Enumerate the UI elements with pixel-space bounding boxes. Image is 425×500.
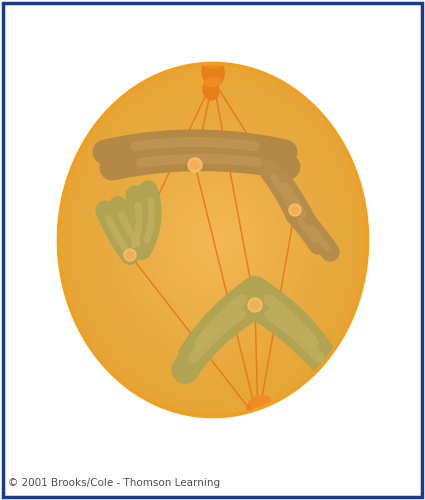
Circle shape: [124, 249, 136, 261]
Ellipse shape: [159, 178, 268, 302]
Circle shape: [291, 206, 299, 214]
Ellipse shape: [36, 41, 390, 439]
Ellipse shape: [42, 47, 384, 433]
Ellipse shape: [74, 83, 351, 397]
Ellipse shape: [137, 154, 289, 326]
Circle shape: [289, 204, 301, 216]
Circle shape: [126, 251, 134, 259]
Ellipse shape: [33, 38, 393, 442]
Circle shape: [248, 298, 262, 312]
Ellipse shape: [79, 88, 347, 392]
Ellipse shape: [175, 197, 251, 283]
Ellipse shape: [116, 130, 309, 349]
Ellipse shape: [167, 188, 259, 292]
Ellipse shape: [87, 98, 339, 383]
Ellipse shape: [154, 174, 272, 306]
Ellipse shape: [202, 58, 224, 86]
Ellipse shape: [133, 150, 293, 330]
Ellipse shape: [70, 78, 356, 402]
Ellipse shape: [146, 164, 280, 316]
Circle shape: [188, 158, 202, 172]
Circle shape: [250, 300, 260, 310]
Ellipse shape: [201, 226, 226, 254]
Ellipse shape: [249, 396, 271, 408]
Ellipse shape: [204, 56, 226, 68]
Ellipse shape: [209, 236, 217, 244]
Ellipse shape: [129, 145, 297, 335]
Ellipse shape: [45, 50, 381, 430]
Ellipse shape: [104, 116, 322, 364]
Ellipse shape: [196, 221, 230, 259]
Ellipse shape: [99, 112, 326, 368]
Ellipse shape: [171, 192, 255, 288]
Ellipse shape: [121, 136, 306, 344]
Ellipse shape: [247, 398, 269, 426]
Ellipse shape: [108, 121, 318, 359]
Ellipse shape: [39, 44, 387, 436]
Text: © 2001 Brooks/Cole - Thomson Learning: © 2001 Brooks/Cole - Thomson Learning: [8, 478, 220, 488]
Ellipse shape: [248, 420, 264, 440]
Ellipse shape: [250, 418, 266, 426]
Ellipse shape: [150, 169, 276, 311]
Ellipse shape: [112, 126, 314, 354]
Ellipse shape: [203, 80, 219, 100]
Ellipse shape: [49, 54, 377, 425]
Circle shape: [190, 160, 200, 170]
Ellipse shape: [62, 69, 364, 411]
Ellipse shape: [205, 78, 221, 86]
Ellipse shape: [66, 74, 360, 406]
Ellipse shape: [163, 183, 264, 297]
Ellipse shape: [30, 35, 396, 445]
Ellipse shape: [192, 216, 234, 264]
Ellipse shape: [142, 159, 284, 321]
Ellipse shape: [188, 212, 238, 268]
Ellipse shape: [125, 140, 301, 340]
Ellipse shape: [204, 230, 221, 250]
Ellipse shape: [83, 93, 343, 387]
Ellipse shape: [184, 207, 242, 273]
Ellipse shape: [91, 102, 335, 378]
Ellipse shape: [179, 202, 246, 278]
Ellipse shape: [58, 64, 368, 416]
Ellipse shape: [54, 60, 373, 420]
Ellipse shape: [95, 107, 331, 373]
